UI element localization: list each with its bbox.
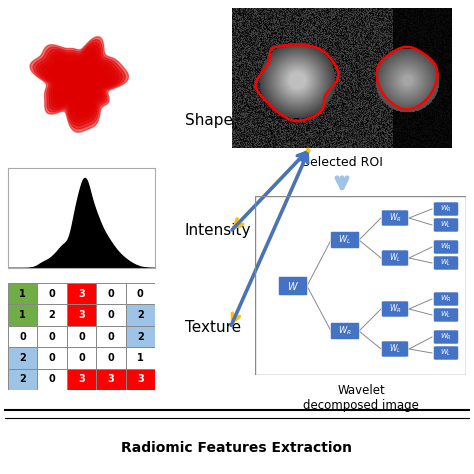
Bar	[8, 347, 37, 369]
Text: 1: 1	[137, 353, 144, 363]
Text: 0: 0	[108, 310, 114, 320]
Bar	[37, 347, 67, 369]
Bar	[126, 369, 155, 390]
Polygon shape	[64, 68, 93, 97]
FancyBboxPatch shape	[434, 308, 458, 322]
Text: $W_L$: $W_L$	[389, 252, 401, 264]
Bar	[67, 369, 96, 390]
Bar	[96, 347, 126, 369]
Polygon shape	[30, 37, 128, 132]
FancyBboxPatch shape	[382, 341, 409, 357]
Bar	[8, 304, 37, 326]
Bar	[67, 304, 96, 326]
Text: 2: 2	[19, 374, 26, 384]
Bar	[96, 283, 126, 304]
Text: 0: 0	[108, 331, 114, 341]
Text: Selected ROI: Selected ROI	[301, 155, 383, 168]
Text: 3: 3	[78, 289, 85, 299]
Text: $W_L$: $W_L$	[440, 258, 452, 268]
Polygon shape	[33, 40, 125, 129]
Bar	[8, 326, 37, 347]
Text: 0: 0	[49, 374, 55, 384]
Text: 3: 3	[78, 374, 85, 384]
Text: $W_R$: $W_R$	[440, 242, 452, 252]
FancyBboxPatch shape	[382, 210, 409, 226]
Text: 0: 0	[49, 331, 55, 341]
FancyBboxPatch shape	[434, 202, 458, 216]
Polygon shape	[36, 43, 122, 126]
Text: 2: 2	[19, 353, 26, 363]
Text: $W_R$: $W_R$	[440, 332, 452, 342]
Bar	[126, 304, 155, 326]
Text: $W_L$: $W_L$	[440, 310, 452, 320]
Text: Radiomic Features Extraction: Radiomic Features Extraction	[121, 441, 353, 455]
FancyBboxPatch shape	[382, 250, 409, 266]
FancyBboxPatch shape	[434, 292, 458, 306]
Bar	[126, 283, 155, 304]
Bar	[96, 326, 126, 347]
Text: $W_R$: $W_R$	[338, 325, 352, 337]
FancyBboxPatch shape	[434, 256, 458, 270]
FancyBboxPatch shape	[434, 330, 458, 344]
Text: $W_L$: $W_L$	[389, 343, 401, 355]
Text: $W_R$: $W_R$	[389, 303, 401, 315]
Polygon shape	[42, 48, 116, 119]
Text: 0: 0	[108, 353, 114, 363]
FancyBboxPatch shape	[382, 301, 409, 317]
Polygon shape	[61, 65, 97, 100]
Text: $W_R$: $W_R$	[440, 294, 452, 304]
FancyBboxPatch shape	[434, 346, 458, 360]
Text: Shape: Shape	[185, 112, 233, 128]
Text: $W_R$: $W_R$	[440, 204, 452, 214]
Text: 2: 2	[137, 310, 144, 320]
Bar	[96, 304, 126, 326]
Text: 0: 0	[78, 353, 85, 363]
Polygon shape	[58, 63, 100, 103]
Text: 2: 2	[137, 331, 144, 341]
Polygon shape	[48, 54, 109, 113]
Text: 1: 1	[19, 310, 26, 320]
Bar	[96, 369, 126, 390]
FancyBboxPatch shape	[330, 231, 359, 248]
Bar	[67, 347, 96, 369]
Text: 3: 3	[78, 310, 85, 320]
Text: Wavelet
decomposed image: Wavelet decomposed image	[303, 384, 419, 412]
Text: 0: 0	[19, 331, 26, 341]
Text: 0: 0	[137, 289, 144, 299]
Bar	[37, 283, 67, 304]
Text: 0: 0	[78, 331, 85, 341]
Text: $W_R$: $W_R$	[389, 212, 401, 224]
Text: $W_L$: $W_L$	[440, 220, 452, 230]
FancyBboxPatch shape	[330, 322, 359, 339]
Text: 1: 1	[19, 289, 26, 299]
Bar	[8, 369, 37, 390]
Bar	[37, 369, 67, 390]
FancyBboxPatch shape	[434, 240, 458, 254]
Bar	[37, 304, 67, 326]
FancyBboxPatch shape	[434, 218, 458, 232]
Bar	[8, 283, 37, 304]
Bar	[67, 326, 96, 347]
Polygon shape	[55, 60, 103, 106]
Text: $W_L$: $W_L$	[440, 348, 452, 358]
Text: Intensity: Intensity	[185, 222, 252, 237]
Text: 3: 3	[137, 374, 144, 384]
Text: $W_L$: $W_L$	[338, 234, 352, 246]
Text: 0: 0	[49, 353, 55, 363]
Text: $W$: $W$	[287, 280, 299, 292]
Text: 2: 2	[49, 310, 55, 320]
Bar	[67, 283, 96, 304]
Bar	[37, 326, 67, 347]
Text: 0: 0	[108, 289, 114, 299]
FancyBboxPatch shape	[279, 276, 308, 295]
Polygon shape	[46, 51, 112, 116]
Bar	[126, 326, 155, 347]
Polygon shape	[39, 46, 119, 123]
Polygon shape	[52, 57, 106, 109]
Text: 3: 3	[108, 374, 114, 384]
Bar	[126, 347, 155, 369]
Text: Texture: Texture	[185, 320, 241, 336]
Text: 0: 0	[49, 289, 55, 299]
